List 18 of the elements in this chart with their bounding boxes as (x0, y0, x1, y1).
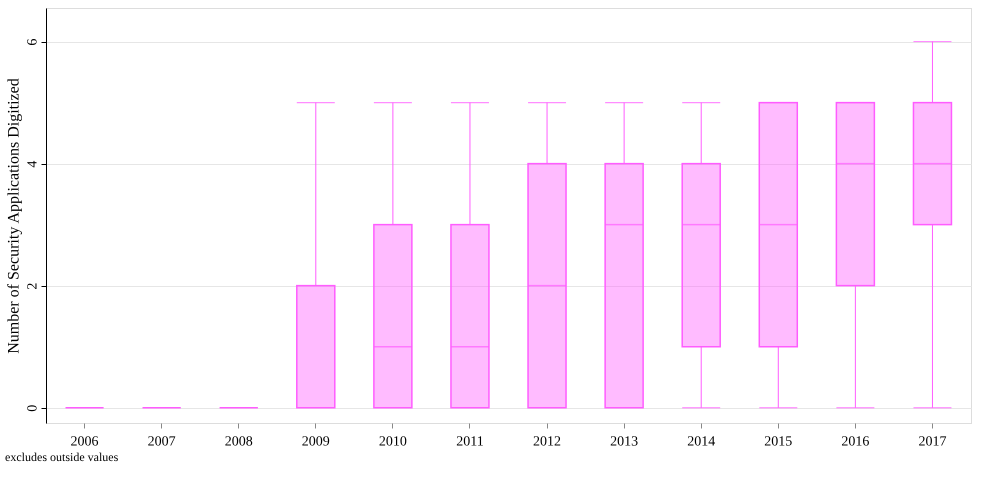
x-tick-label: 2015 (764, 434, 792, 450)
x-tick-label: 2017 (918, 434, 946, 450)
x-tick-label: 2014 (687, 434, 716, 450)
y-tick-label: 2 (26, 282, 40, 290)
x-tick-label: 2013 (610, 434, 638, 450)
x-tick-label: 2009 (302, 434, 330, 450)
y-tick-label: 6 (26, 38, 40, 46)
text: excludes outside values (5, 450, 119, 464)
x-tick-label: 2010 (378, 434, 407, 450)
y-axis-title: Number of Security Applications Digitized (6, 78, 22, 354)
x-tick-label: 2008 (224, 434, 253, 450)
x-tick-label: 2016 (841, 434, 870, 450)
x-tick-label: 2011 (456, 434, 484, 450)
x-tick-label: 2012 (533, 434, 562, 450)
y-tick-label: 4 (26, 160, 40, 168)
y-tick-label: 0 (26, 404, 40, 412)
x-tick-label: 2007 (148, 434, 176, 450)
x-tick-label: 2006 (70, 434, 99, 450)
